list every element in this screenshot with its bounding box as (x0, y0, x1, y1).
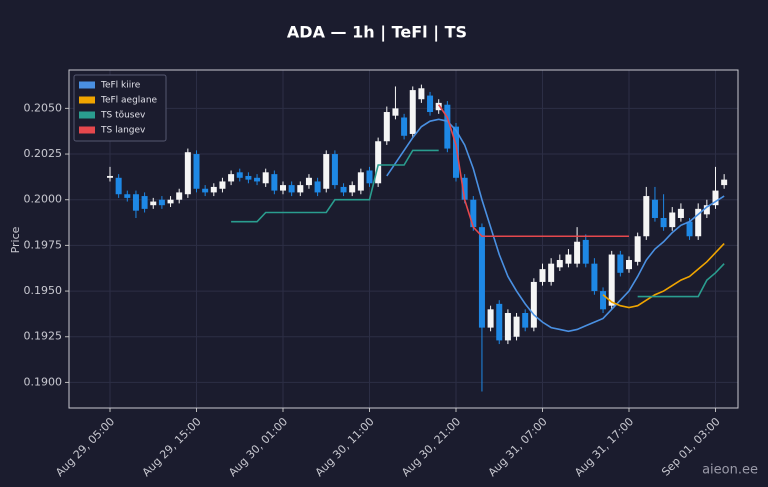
candle-body (703, 205, 710, 215)
candle-body (444, 104, 451, 149)
candle-body (254, 177, 261, 182)
candle-body (651, 199, 658, 218)
legend-box (73, 74, 167, 142)
candle-body (600, 291, 607, 310)
candle-body (184, 152, 191, 195)
candle-body (245, 175, 252, 180)
candle-body (176, 192, 183, 200)
candle-body (582, 239, 589, 264)
candle-body (236, 172, 243, 178)
candle-body (150, 201, 157, 206)
candle-body (418, 88, 425, 100)
candle-body (513, 316, 520, 337)
candle-body (574, 241, 581, 264)
y-tick-label: 0.1925 (24, 330, 63, 343)
candle-body (626, 260, 632, 270)
candle-body (617, 254, 624, 273)
candle-body (331, 154, 338, 186)
candle-body (202, 188, 209, 193)
candle-body (314, 181, 321, 193)
y-tick-label: 0.1950 (24, 284, 63, 297)
legend-label: TeFl kiire (100, 81, 141, 91)
legend-swatch (79, 81, 95, 89)
candle-body (349, 185, 356, 193)
candle-body (634, 236, 641, 262)
candle-body (530, 281, 537, 328)
legend-swatch (79, 111, 95, 119)
candle-body (392, 108, 399, 116)
candle-body (262, 172, 269, 184)
y-tick-label: 0.2000 (24, 193, 63, 206)
candle-body (427, 95, 434, 113)
candle-body (401, 117, 408, 136)
y-axis-label: Price (9, 226, 22, 253)
indicator-line (231, 149, 725, 298)
y-tick-label: 0.2050 (24, 101, 63, 114)
candle-body (686, 221, 693, 237)
candle-body (357, 172, 364, 191)
candle-body (608, 254, 615, 306)
candle-body (167, 199, 174, 204)
candle-body (721, 179, 728, 186)
candle-body (695, 208, 702, 237)
candle-body (210, 186, 217, 193)
candle-body (565, 254, 572, 264)
candle-body (193, 154, 200, 189)
candle-body (115, 177, 122, 195)
candle-body (340, 186, 347, 193)
candle-body (470, 199, 477, 228)
candle-body (271, 174, 278, 191)
legend-label: TS langev (100, 126, 146, 136)
candle-body (158, 199, 165, 206)
candle-body (280, 185, 286, 191)
legend-swatch (79, 126, 95, 134)
candle-body (522, 312, 529, 328)
candle-body (297, 185, 304, 193)
candle-body (107, 175, 113, 178)
candle-body (132, 194, 139, 211)
candle-body (660, 217, 667, 228)
y-tick-label: 0.2025 (24, 147, 63, 160)
candle-body (366, 170, 373, 184)
candle-body (591, 263, 598, 292)
watermark: aieon.ee (702, 463, 758, 478)
candle-body (453, 126, 459, 178)
candle-body (383, 112, 390, 142)
legend-label: TeFl aeglane (100, 96, 158, 106)
y-tick-label: 0.1975 (24, 238, 63, 251)
indicator-line (386, 118, 725, 333)
candle-body (539, 269, 546, 282)
candle-body (496, 303, 503, 341)
legend-swatch (79, 96, 95, 104)
candle-body (435, 102, 442, 111)
candle-body (487, 309, 494, 328)
candle-body (141, 196, 148, 209)
candle-body (461, 177, 468, 200)
candle-body (375, 141, 382, 184)
indicator-line (438, 104, 629, 238)
candle-body (712, 190, 719, 206)
candle-body (219, 181, 226, 189)
plot-frame (68, 69, 739, 409)
candle-body (677, 208, 684, 218)
candle-body (323, 154, 330, 189)
candle-body (305, 177, 312, 186)
candle-body (643, 196, 650, 237)
candle-body (548, 263, 555, 282)
chart-title: ADA — 1h | TeFl | TS (287, 23, 467, 43)
candle-body (669, 212, 676, 228)
candle-body (228, 174, 235, 182)
candle-body (504, 312, 511, 341)
y-tick-label: 0.1900 (24, 375, 63, 388)
indicator-line (602, 243, 725, 309)
candle-body (124, 194, 131, 198)
candle-body (409, 90, 416, 134)
legend-label: TS tõusev (100, 111, 146, 121)
candle-body (478, 227, 485, 328)
candle-body (288, 185, 295, 193)
candle-body (556, 260, 563, 268)
